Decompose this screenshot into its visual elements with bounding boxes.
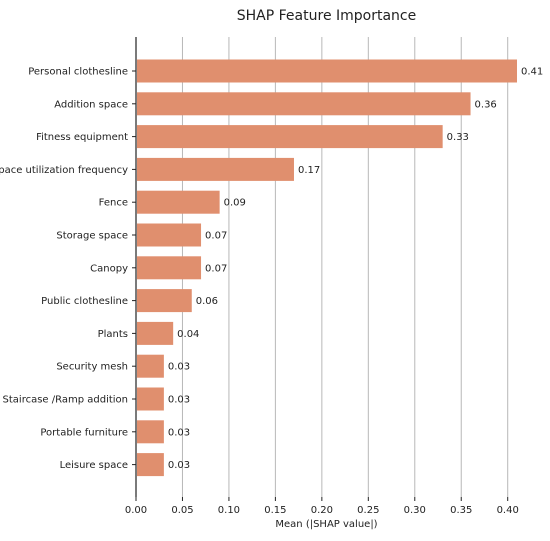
value-label-7: 0.06 bbox=[196, 296, 218, 307]
xtick-label-2: 0.10 bbox=[218, 505, 240, 516]
xtick-label-3: 0.15 bbox=[264, 505, 286, 516]
value-label-6: 0.07 bbox=[205, 263, 227, 274]
bar-6 bbox=[137, 256, 202, 280]
xtick-label-4: 0.20 bbox=[311, 505, 333, 516]
xtick-label-5: 0.25 bbox=[357, 505, 379, 516]
category-label-11: Portable furniture bbox=[40, 427, 128, 438]
xtick-label-8: 0.40 bbox=[497, 505, 519, 516]
bar-8 bbox=[137, 321, 174, 345]
value-label-10: 0.03 bbox=[168, 395, 190, 406]
category-label-6: Canopy bbox=[90, 263, 128, 274]
category-label-2: Fitness equipment bbox=[36, 132, 128, 143]
bar-5 bbox=[137, 223, 202, 247]
value-label-5: 0.07 bbox=[205, 231, 227, 242]
category-label-10: Staircase /Ramp addition bbox=[3, 395, 128, 406]
bar-12 bbox=[137, 453, 164, 477]
bar-9 bbox=[137, 354, 164, 378]
bar-11 bbox=[137, 420, 164, 444]
value-label-8: 0.04 bbox=[177, 329, 199, 340]
value-label-1: 0.36 bbox=[475, 99, 497, 110]
value-label-9: 0.03 bbox=[168, 362, 190, 373]
bar-7 bbox=[137, 289, 192, 313]
bar-1 bbox=[137, 92, 471, 116]
bar-4 bbox=[137, 190, 220, 214]
bar-10 bbox=[137, 387, 164, 411]
value-label-4: 0.09 bbox=[224, 198, 246, 209]
bar-3 bbox=[137, 157, 294, 181]
category-label-12: Leisure space bbox=[60, 460, 128, 471]
x-axis-title: Mean (|SHAP value|) bbox=[275, 519, 377, 530]
value-label-11: 0.03 bbox=[168, 427, 190, 438]
category-label-9: Security mesh bbox=[56, 362, 128, 373]
xtick-label-0: 0.00 bbox=[125, 505, 147, 516]
xtick-label-7: 0.35 bbox=[450, 505, 472, 516]
value-label-2: 0.33 bbox=[447, 132, 469, 143]
category-label-4: Fence bbox=[99, 198, 128, 209]
category-label-7: Public clothesline bbox=[41, 296, 128, 307]
xtick-label-1: 0.05 bbox=[171, 505, 193, 516]
category-label-3: space utilization frequency bbox=[0, 165, 128, 176]
category-label-0: Personal clothesline bbox=[28, 67, 128, 78]
value-label-12: 0.03 bbox=[168, 460, 190, 471]
category-label-1: Addition space bbox=[54, 99, 128, 110]
value-label-0: 0.41 bbox=[521, 67, 543, 78]
bar-0 bbox=[137, 59, 517, 83]
xtick-label-6: 0.30 bbox=[404, 505, 426, 516]
value-label-3: 0.17 bbox=[298, 165, 320, 176]
category-label-5: Storage space bbox=[56, 231, 128, 242]
category-label-8: Plants bbox=[98, 329, 128, 340]
chart-title: SHAP Feature Importance bbox=[236, 8, 417, 24]
bar-2 bbox=[137, 125, 443, 149]
